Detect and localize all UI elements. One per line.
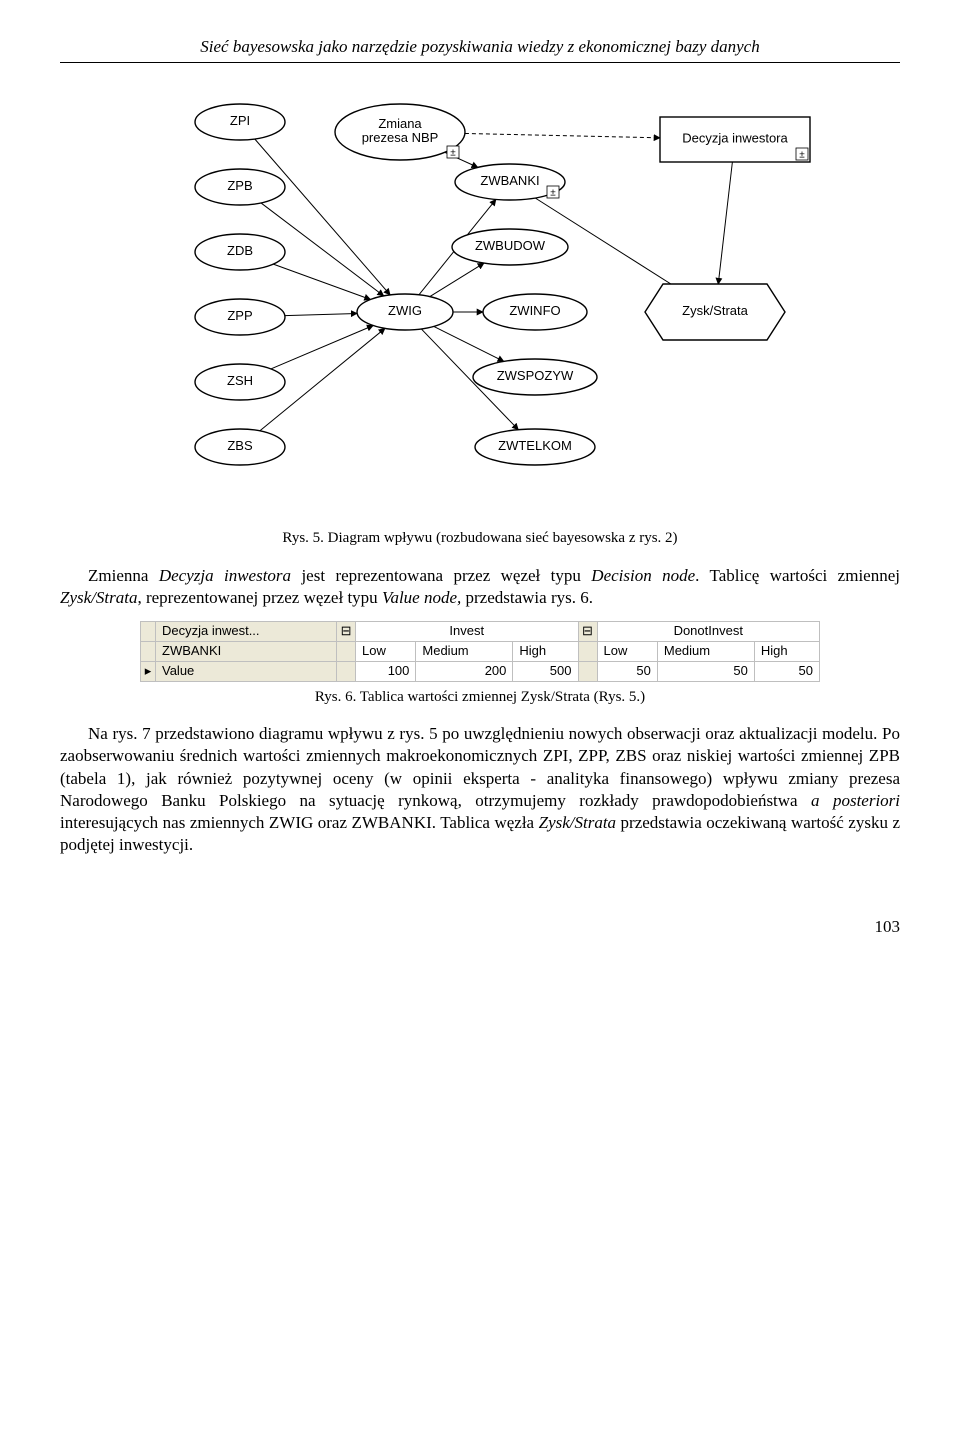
paragraph-1: Zmienna Decyzja inwestora jest reprezent…: [60, 565, 900, 609]
text: interesujących nas zmiennych ZWIG oraz Z…: [60, 813, 539, 832]
node-label-ZWBUDOW: ZWBUDOW: [475, 239, 546, 254]
edge-DEC-ZYSK: [718, 162, 732, 284]
table-col: Low: [597, 641, 657, 661]
edge-ZWIG-ZWBUDOW: [430, 263, 484, 297]
table-col: Low: [356, 641, 416, 661]
node-label-ZWTELKOM: ZWTELKOM: [498, 439, 572, 454]
text: przedstawia rys. 6.: [461, 588, 593, 607]
text: jest reprezentowana przez węzeł typu: [291, 566, 591, 585]
edge-NBP-DEC: [465, 134, 660, 138]
edge-ZWIG-ZWSPOZYW: [434, 326, 504, 361]
table-cell: 50: [754, 661, 819, 681]
table-cell: 50: [597, 661, 657, 681]
figure-6-table: Decyzja inwest...⊟Invest⊟DonotInvestZWBA…: [140, 621, 820, 682]
node-label-ZPI: ZPI: [230, 114, 250, 129]
table-subheader-left: ZWBANKI: [156, 641, 337, 661]
table-col: High: [754, 641, 819, 661]
table-col: Medium: [657, 641, 754, 661]
node-label-ZYSK: Zysk/Strata: [682, 304, 749, 319]
table-group-invest: Invest: [356, 621, 578, 641]
node-label-ZWINFO: ZWINFO: [509, 304, 560, 319]
edge-ZSH-ZWIG: [271, 326, 373, 369]
svg-text:±: ±: [450, 148, 456, 159]
table-cell: 50: [657, 661, 754, 681]
term-decyzja: Decyzja inwestora: [159, 566, 291, 585]
term-zysk-strata: Zysk/Strata: [539, 813, 616, 832]
svg-text:±: ±: [550, 188, 556, 199]
node-label-ZPP: ZPP: [227, 309, 252, 324]
node-label-ZBS: ZBS: [227, 439, 253, 454]
edge-ZPI-ZWIG: [255, 139, 390, 295]
table-cell: 100: [356, 661, 416, 681]
text: . Tablicę wartości zmiennej: [695, 566, 900, 585]
row-marker-icon: ▸: [141, 661, 156, 681]
table-cell: 500: [513, 661, 578, 681]
edge-ZDB-ZWIG: [273, 264, 370, 299]
table-cell: 200: [416, 661, 513, 681]
figure-6-caption: Rys. 6. Tablica wartości zmiennej Zysk/S…: [60, 688, 900, 708]
node-label-ZWIG: ZWIG: [388, 304, 422, 319]
table-header-left: Decyzja inwest...: [156, 621, 337, 641]
node-label-ZWSPOZYW: ZWSPOZYW: [497, 369, 574, 384]
svg-text:±: ±: [799, 150, 805, 161]
node-label-ZWBANKI: ZWBANKI: [480, 174, 539, 189]
term-decision-node: Decision node: [591, 566, 695, 585]
node-label-ZDB: ZDB: [227, 244, 253, 259]
collapse-icon: ⊟: [337, 621, 356, 641]
edge-ZPP-ZWIG: [285, 314, 357, 316]
table-corner: [141, 621, 156, 641]
term-a-posteriori: a posteriori: [811, 791, 900, 810]
running-head: Sieć bayesowska jako narzędzie pozyskiwa…: [60, 36, 900, 63]
term-zysk-strata: Zysk/Strata: [60, 588, 137, 607]
figure-5-diagram: ZPIZPBZDBZPPZSHZBSZmianaprezesa NBP±ZWBA…: [140, 77, 820, 523]
node-label-ZPB: ZPB: [227, 179, 252, 194]
page-number: 103: [60, 916, 900, 938]
table-col: High: [513, 641, 578, 661]
collapse-icon: ⊟: [578, 621, 597, 641]
term-value-node: Value node,: [382, 588, 461, 607]
text: Zmienna: [88, 566, 159, 585]
table-col: Medium: [416, 641, 513, 661]
node-label-DEC: Decyzja inwestora: [682, 131, 788, 146]
table-row-label: Value: [156, 661, 337, 681]
figure-5-caption: Rys. 5. Diagram wpływu (rozbudowana sieć…: [60, 529, 900, 549]
text: , reprezentowanej przez węzeł typu: [137, 588, 381, 607]
table-group-donotinvest: DonotInvest: [597, 621, 820, 641]
node-label-ZSH: ZSH: [227, 374, 253, 389]
paragraph-2: Na rys. 7 przedstawiono diagramu wpływu …: [60, 723, 900, 856]
text: Na rys. 7 przedstawiono diagramu wpływu …: [60, 724, 900, 809]
